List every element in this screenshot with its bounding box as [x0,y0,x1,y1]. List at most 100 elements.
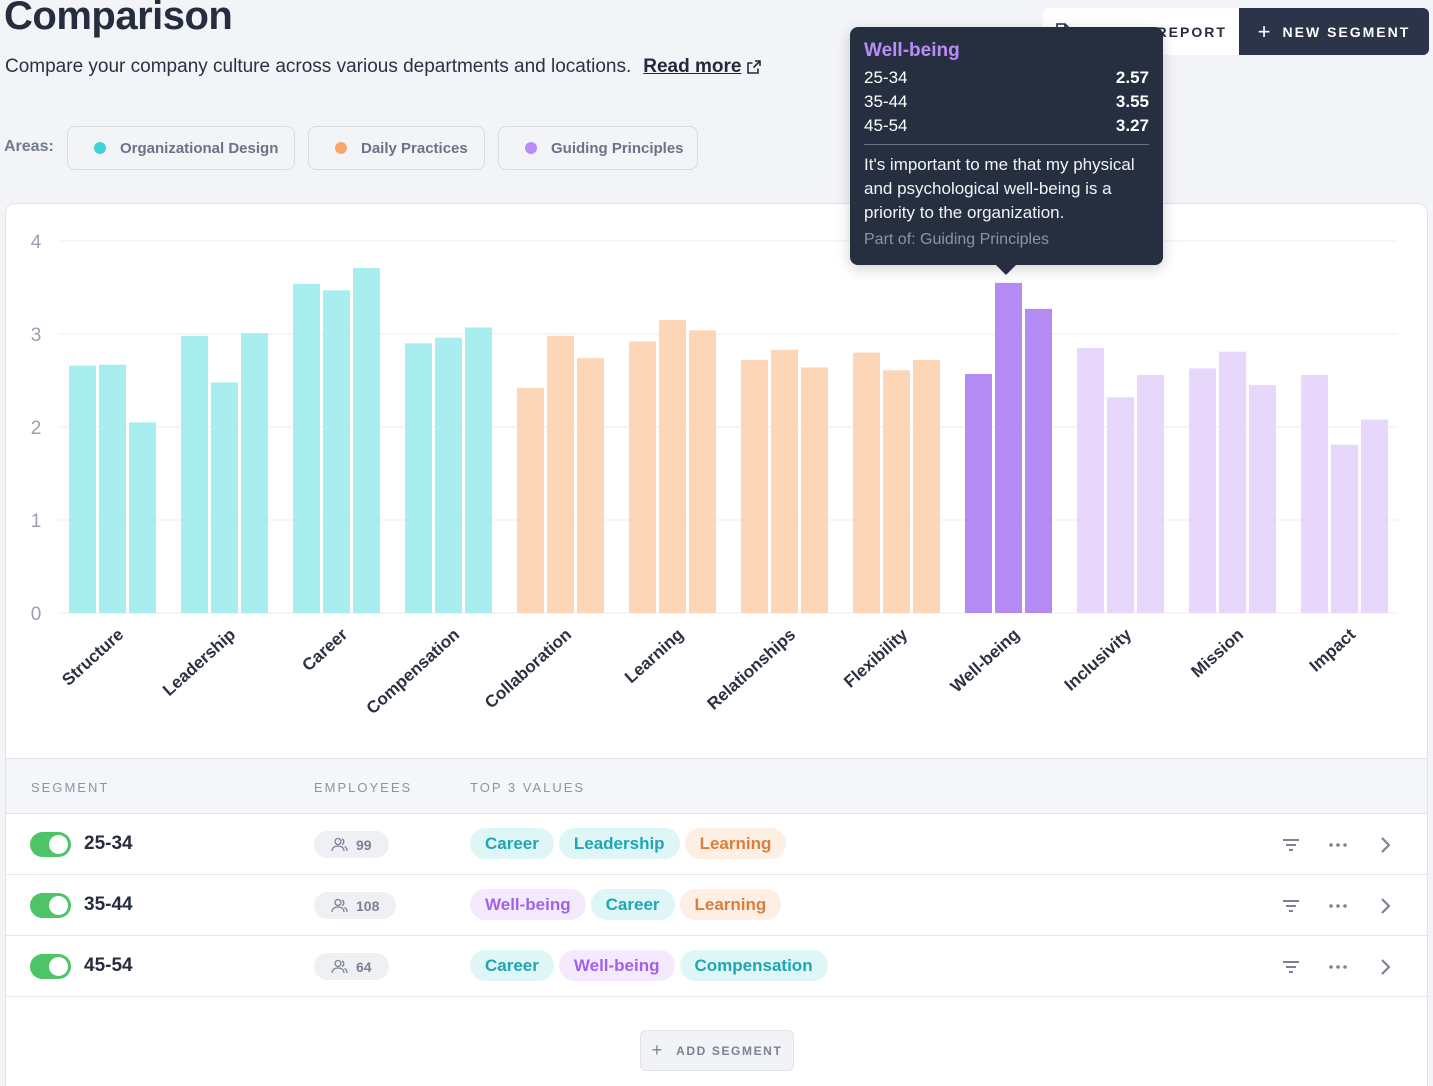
y-tick-label: 4 [31,232,42,253]
employee-count: 64 [314,953,389,980]
bar[interactable] [1189,368,1216,613]
new-segment-button[interactable]: + NEW SEGMENT [1239,8,1429,55]
segment-name: 45-54 [84,955,133,976]
bar[interactable] [629,341,656,613]
more-options-icon[interactable] [1326,955,1350,979]
employee-count-value: 64 [356,958,372,975]
toggle-knob [49,896,68,915]
bar[interactable] [517,387,544,613]
segment-name: 25-34 [84,833,133,854]
segment-toggle[interactable] [30,954,71,979]
chevron-right-icon[interactable] [1373,833,1397,857]
value-tag: Well-being [470,889,586,920]
y-tick-label: 0 [31,604,42,625]
x-tick-label: Inclusivity [1061,624,1136,694]
table-row: 45-54 64 Career Well-being Compensation [6,936,1427,997]
read-more-label: Read more [643,56,742,77]
bar[interactable] [1077,347,1104,613]
bar[interactable] [181,335,208,613]
people-icon [331,837,348,852]
bar[interactable] [1361,419,1388,613]
bar[interactable] [689,330,716,613]
chevron-right-icon[interactable] [1373,894,1397,918]
value-tag: Career [470,950,554,981]
bar[interactable] [69,365,96,613]
bar[interactable] [323,290,350,613]
bar[interactable] [241,333,268,613]
add-segment-label: ADD SEGMENT [676,1043,783,1058]
bar[interactable] [211,382,238,613]
filter-icon[interactable] [1279,894,1303,918]
add-segment-button[interactable]: + ADD SEGMENT [640,1030,794,1071]
filter-icon[interactable] [1279,955,1303,979]
bar[interactable] [853,352,880,613]
bar[interactable] [465,327,492,613]
bar[interactable] [913,360,940,613]
bar[interactable] [1331,444,1358,613]
bar[interactable] [1025,308,1052,613]
more-options-icon[interactable] [1326,894,1350,918]
area-dot-icon [525,142,537,154]
bar[interactable] [771,349,798,613]
bar[interactable] [741,360,768,613]
top-values: Career Well-being Compensation [470,950,828,981]
bar[interactable] [353,267,380,613]
chevron-right-icon[interactable] [1373,955,1397,979]
external-link-icon [747,60,762,74]
segment-name: 35-44 [84,894,133,915]
area-filter-organizational-design[interactable]: Organizational Design [67,126,295,170]
x-tick-label: Leadership [159,625,239,700]
bar[interactable] [577,358,604,613]
bar[interactable] [1301,374,1328,613]
table-row: 25-34 99 Career Leadership Learning [6,814,1427,875]
toggle-knob [49,835,68,854]
bar[interactable] [995,282,1022,613]
page-title: Comparison [4,0,233,38]
bar[interactable] [1219,351,1246,613]
comparison-card: 0 1 2 3 4 Structure Leadership Career Compensati… [5,203,1428,1086]
tooltip-part-of: Part of: Guiding Principles [864,231,1049,248]
comparison-bar-chart: 0 1 2 3 4 Structure Leadership Career Compensati… [31,232,1398,718]
value-tag: Learning [679,889,782,920]
area-label: Guiding Principles [551,139,684,157]
header-segment: SEGMENT [31,780,110,795]
read-more-link[interactable]: Read more [643,56,762,78]
segment-toggle[interactable] [30,893,71,918]
x-tick-label: Career [298,625,351,675]
segment-toggle[interactable] [30,832,71,857]
x-tick-label: Relationships [704,625,800,714]
bar[interactable] [1137,374,1164,613]
bar[interactable] [1249,385,1276,613]
value-tag: Career [470,828,554,859]
bar[interactable] [659,320,686,613]
bar[interactable] [883,370,910,613]
bar[interactable] [405,343,432,613]
bar[interactable] [129,422,156,613]
top-values: Career Leadership Learning [470,828,787,859]
y-tick-label: 3 [31,325,42,346]
bar[interactable] [1107,397,1134,613]
people-icon [331,959,348,974]
bar[interactable] [801,367,828,613]
table-header: SEGMENT EMPLOYEES TOP 3 VALUES [6,758,1427,814]
area-label: Daily Practices [361,139,468,157]
tooltip-row: 45-54 3.27 [864,114,1149,138]
x-tick-label: Collaboration [481,625,575,712]
bar[interactable] [547,335,574,613]
areas-label: Areas: [4,138,54,155]
area-filter-guiding-principles[interactable]: Guiding Principles [498,126,698,170]
plus-icon: + [651,1040,663,1060]
x-tick-label: Compensation [363,625,463,718]
bar[interactable] [965,373,992,613]
bar[interactable] [435,337,462,613]
bar[interactable] [99,364,126,613]
filter-icon[interactable] [1279,833,1303,857]
bar[interactable] [293,283,320,613]
area-filter-daily-practices[interactable]: Daily Practices [308,126,485,170]
tooltip-row-label: 45-54 [864,116,908,135]
x-tick-label: Well-being [947,625,1023,696]
more-options-icon[interactable] [1326,833,1350,857]
header-top-values: TOP 3 VALUES [470,780,586,795]
x-tick-label: Flexibility [840,624,911,691]
area-label: Organizational Design [120,139,279,157]
